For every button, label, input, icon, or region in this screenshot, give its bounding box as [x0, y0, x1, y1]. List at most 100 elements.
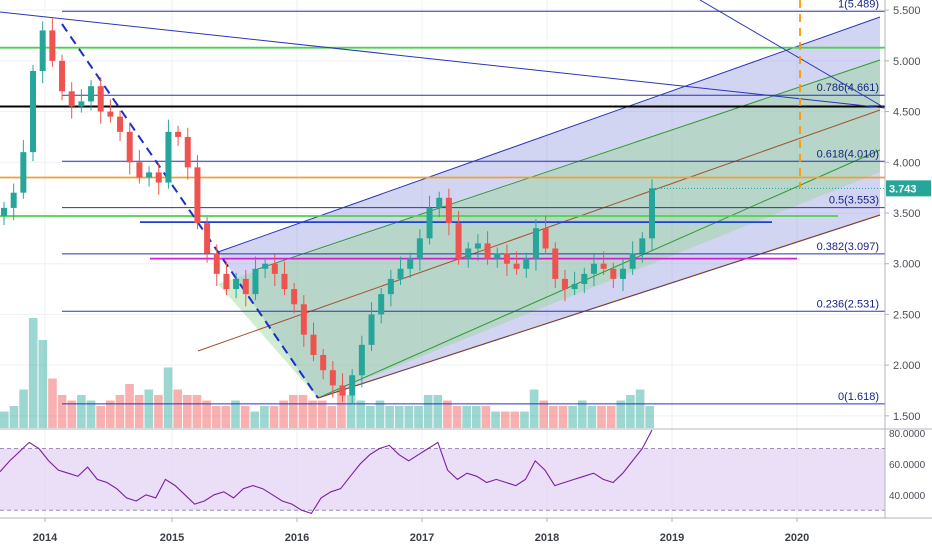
volume-bar — [125, 384, 134, 428]
candle-body — [590, 263, 597, 274]
rsi-tick-label: 40.0000 — [889, 491, 926, 502]
volume-bar — [597, 406, 606, 428]
volume-bar — [452, 406, 462, 428]
price-tick-label: 1.500 — [893, 411, 921, 423]
fib-level-label: 0.5(3.553) — [829, 195, 879, 207]
volume-bar — [308, 400, 317, 428]
candle-body — [155, 172, 162, 183]
steep-downtrend-line — [699, 0, 886, 109]
candle-body — [387, 278, 394, 295]
volume-bar — [587, 406, 597, 428]
volume-bar — [491, 411, 500, 428]
time-tick-label: 2019 — [660, 532, 684, 544]
candle-body — [639, 238, 646, 254]
candle-body — [600, 263, 607, 269]
volume-bar — [260, 406, 269, 428]
rsi-band-fill — [0, 448, 885, 511]
volume-bar — [279, 400, 288, 428]
time-tick-label: 2015 — [160, 532, 184, 544]
volume-bar — [394, 406, 404, 428]
candle-body — [233, 278, 240, 290]
volume-bar — [423, 395, 433, 428]
volume-bar — [462, 406, 471, 428]
volume-bar — [48, 378, 57, 428]
fib-level-label: 0.382(3.097) — [817, 241, 879, 253]
volume-bar — [375, 400, 385, 428]
volume-bar — [28, 318, 38, 428]
candle-body — [184, 136, 191, 168]
volume-bar — [57, 395, 67, 428]
volume-bar — [568, 406, 577, 428]
candle-body — [146, 172, 153, 178]
volume-bar — [433, 395, 443, 428]
candle-body — [252, 268, 259, 295]
volume-bar — [9, 406, 19, 428]
volume-bar — [269, 406, 279, 428]
volume-bar — [471, 406, 481, 428]
rsi-panel — [0, 429, 885, 515]
candle-body — [126, 131, 133, 163]
time-tick-label: 2020 — [785, 532, 809, 544]
volume-bar — [520, 411, 529, 428]
candle-body — [10, 192, 17, 208]
volume-bar — [115, 395, 125, 428]
fib-level-label: 0(1.618) — [838, 391, 879, 403]
candle-body — [78, 101, 85, 107]
candle-body — [552, 248, 559, 279]
candle-body — [581, 273, 588, 284]
volume-bar — [86, 400, 96, 428]
volume-bar — [626, 395, 635, 428]
volume-bar — [510, 411, 520, 428]
volume-bar — [317, 400, 327, 428]
candle-body — [484, 243, 491, 259]
time-tick-label: 2018 — [535, 532, 559, 544]
volume-bar — [616, 400, 626, 428]
volume-bar — [183, 395, 192, 428]
candle-body — [165, 131, 172, 183]
volume-bar — [134, 395, 144, 428]
candle-body — [30, 70, 37, 153]
candle-body — [204, 223, 211, 254]
volume-bar — [558, 406, 568, 428]
volume-bar — [385, 406, 394, 428]
candle-body — [39, 30, 46, 71]
last-price-label: 3.743 — [889, 183, 917, 195]
volume-bar — [77, 395, 86, 428]
volume-bar — [443, 400, 452, 428]
candle-body — [474, 243, 481, 249]
price-tick-label: 5.000 — [893, 56, 921, 68]
volume-bar — [346, 395, 356, 428]
volume-bar — [500, 411, 510, 428]
candle-body — [619, 268, 626, 279]
candle-body — [175, 131, 182, 137]
volume-bar — [202, 400, 211, 428]
volume-bar — [96, 406, 105, 428]
candle-body — [407, 258, 414, 269]
candle-body — [329, 370, 336, 386]
volume-bar — [192, 395, 202, 428]
candle-body — [223, 273, 230, 290]
candle-body — [571, 283, 578, 290]
candle-body — [436, 197, 443, 208]
channel-lower-line-inner — [317, 214, 881, 399]
rsi-line — [0, 429, 653, 515]
volume-bar — [38, 340, 48, 428]
rsi-tick-label: 60.0000 — [889, 460, 926, 471]
fib-level-label: 0.236(2.531) — [817, 298, 879, 310]
long-downtrend-line — [0, 11, 886, 109]
channel-inner-lower-line — [317, 149, 881, 399]
price-candles — [1, 18, 885, 405]
volume-bar — [577, 400, 587, 428]
volume-bar — [635, 389, 645, 428]
price-tick-label: 3.000 — [893, 259, 921, 271]
candle-body — [503, 253, 510, 264]
dashed-decline-line — [61, 23, 319, 399]
price-tick-label: 2.500 — [893, 309, 921, 321]
price-tick-label: 5.500 — [893, 5, 921, 17]
candle-body — [378, 294, 385, 315]
volume-bar — [404, 406, 414, 428]
candle-body — [416, 238, 423, 259]
volume-bar — [606, 406, 616, 428]
volume-bar — [645, 406, 654, 428]
